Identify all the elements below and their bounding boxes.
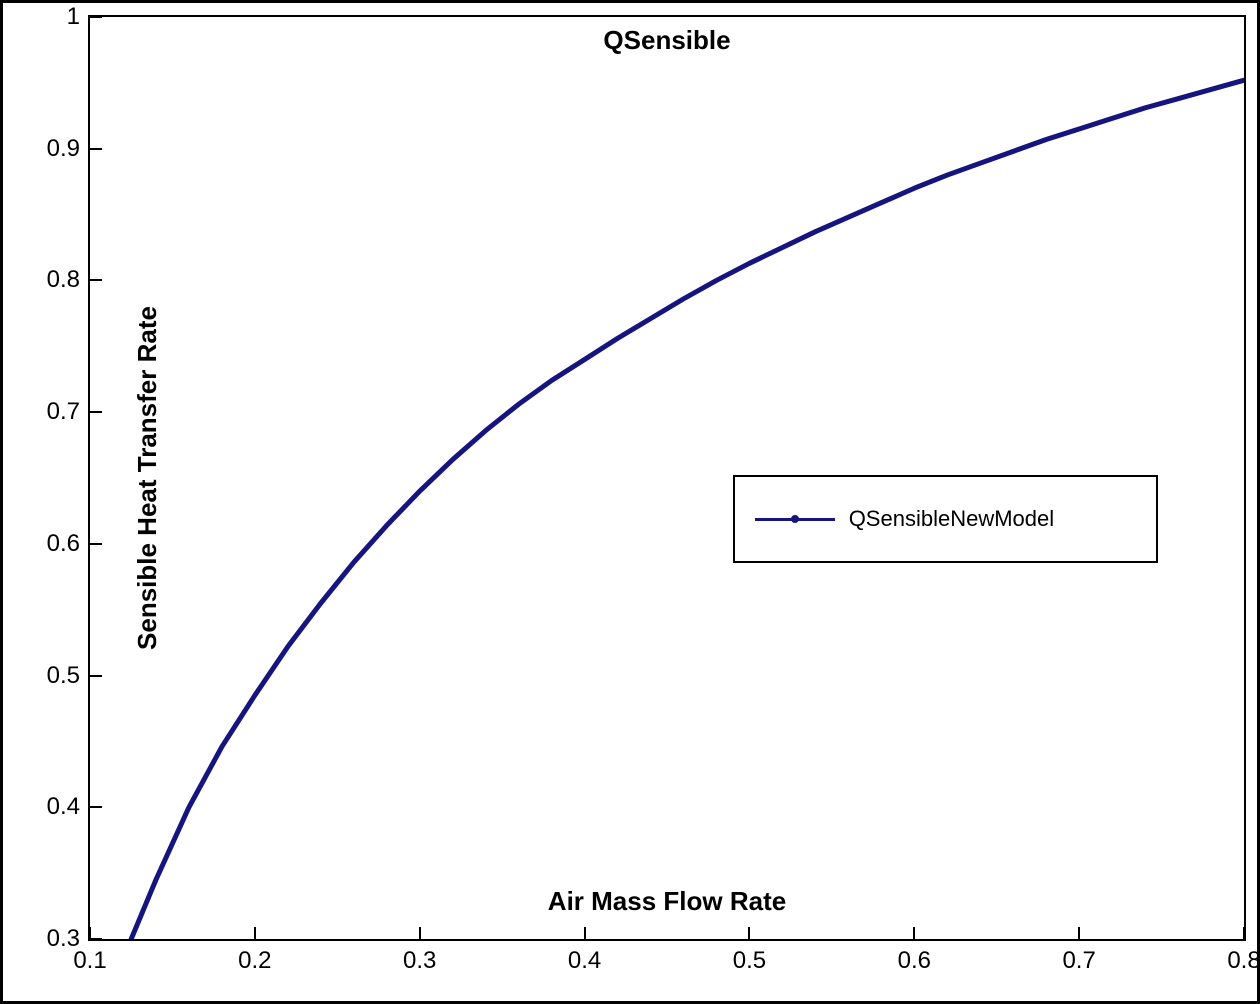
- x-tick-mark: [419, 927, 421, 939]
- legend-label: QSensibleNewModel: [849, 506, 1054, 532]
- x-tick-mark: [1078, 927, 1080, 939]
- y-tick-label: 0.9: [10, 135, 80, 163]
- chart-title: QSensible: [467, 25, 867, 56]
- y-tick-mark: [90, 148, 102, 150]
- y-tick-mark: [90, 675, 102, 677]
- x-axis-label: Air Mass Flow Rate: [467, 886, 867, 917]
- y-tick-mark: [90, 543, 102, 545]
- x-tick-mark: [1243, 927, 1245, 939]
- x-tick-mark: [254, 927, 256, 939]
- legend-sample: [755, 515, 835, 523]
- y-axis-label: Sensible Heat Transfer Rate: [132, 228, 163, 728]
- x-tick-mark: [89, 927, 91, 939]
- x-tick-mark: [748, 927, 750, 939]
- y-tick-mark: [90, 279, 102, 281]
- y-tick-mark: [90, 806, 102, 808]
- legend-marker: [791, 515, 799, 523]
- x-tick-label: 0.7: [1039, 947, 1119, 975]
- y-tick-label: 0.5: [10, 662, 80, 690]
- legend: QSensibleNewModel: [733, 475, 1158, 563]
- y-tick-mark: [90, 411, 102, 413]
- x-tick-label: 0.2: [215, 947, 295, 975]
- chart-frame: QSensibleNewModel QSensible Air Mass Flo…: [0, 0, 1260, 1004]
- x-tick-label: 0.1: [50, 947, 130, 975]
- x-tick-mark: [584, 927, 586, 939]
- y-tick-mark: [90, 16, 102, 18]
- y-tick-label: 0.7: [10, 398, 80, 426]
- plot-area: QSensibleNewModel: [88, 15, 1246, 941]
- x-tick-label: 0.4: [545, 947, 625, 975]
- x-tick-label: 0.6: [874, 947, 954, 975]
- y-tick-mark: [90, 938, 102, 940]
- x-tick-mark: [913, 927, 915, 939]
- y-tick-label: 1: [10, 3, 80, 31]
- x-tick-label: 0.8: [1204, 947, 1260, 975]
- y-tick-label: 0.4: [10, 793, 80, 821]
- y-tick-label: 0.6: [10, 530, 80, 558]
- y-tick-label: 0.8: [10, 266, 80, 294]
- x-tick-label: 0.3: [380, 947, 460, 975]
- x-tick-label: 0.5: [709, 947, 789, 975]
